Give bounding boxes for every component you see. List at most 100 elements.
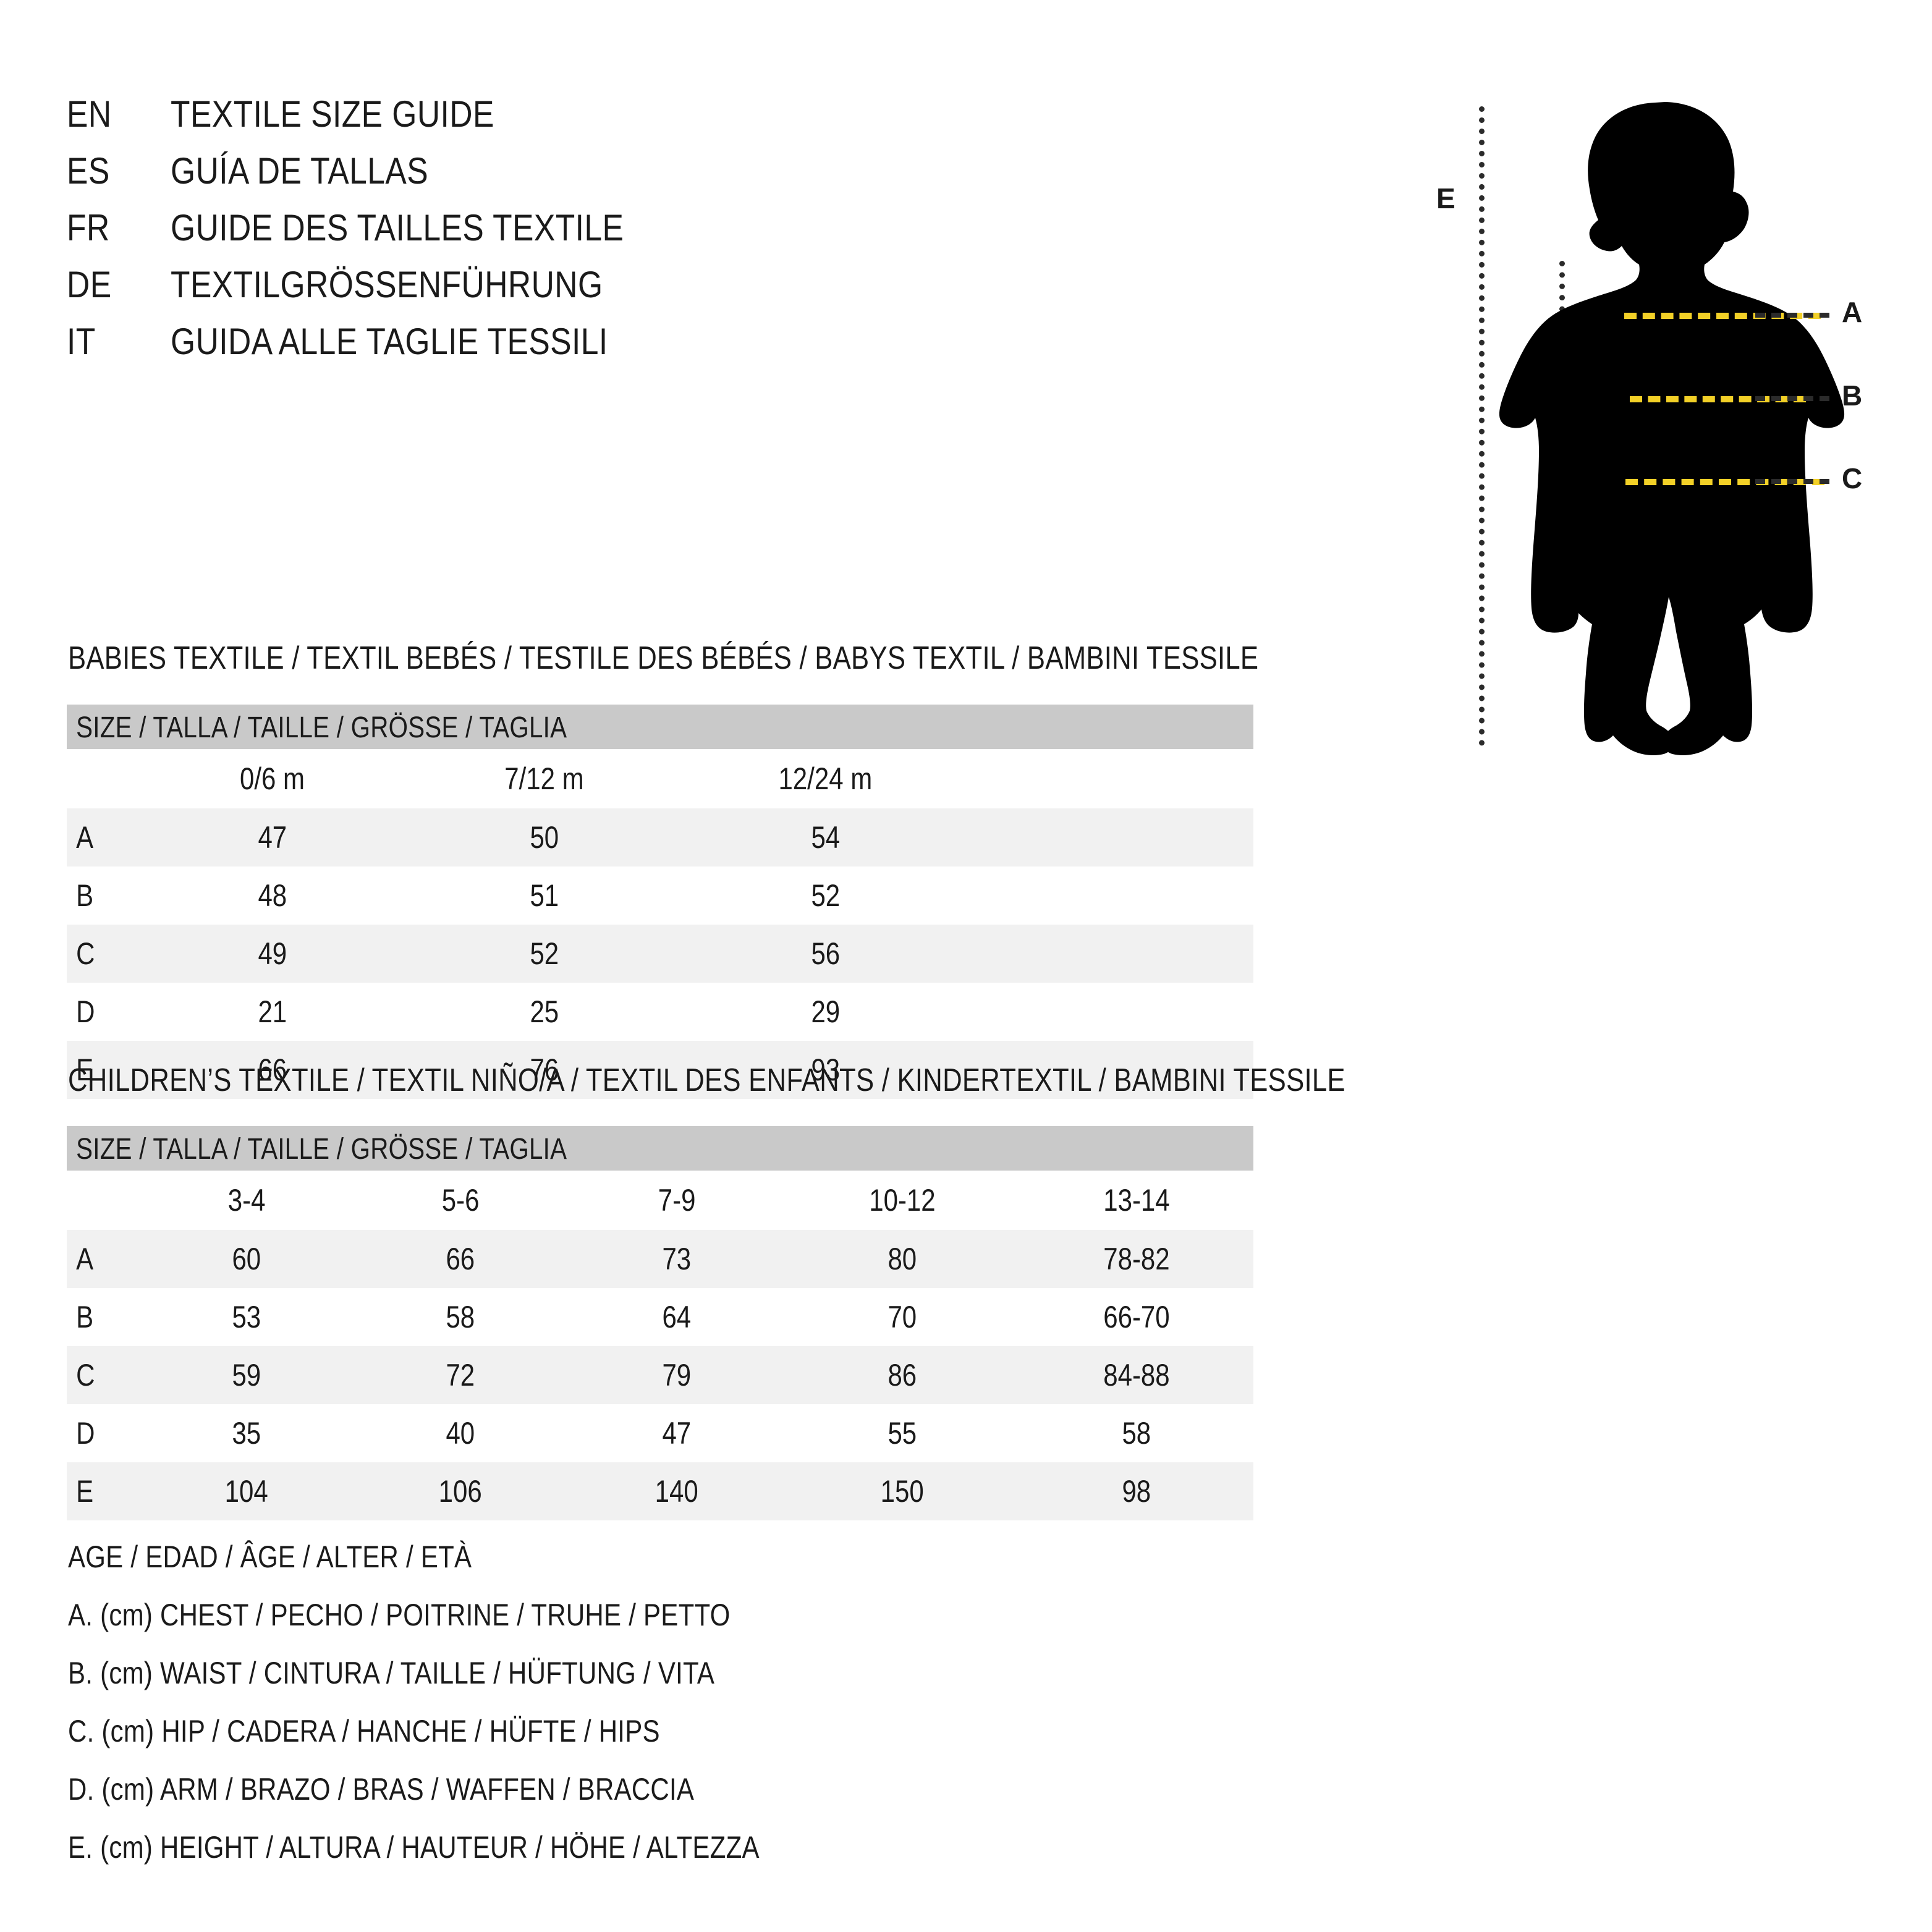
hip-measure-line-c <box>1625 479 1824 485</box>
cell-value: 79 <box>662 1358 692 1392</box>
table-row: D 21 25 29 <box>67 983 1253 1041</box>
cell-value: 64 <box>662 1300 692 1334</box>
language-code-de: DE <box>67 264 112 305</box>
cell-value: 40 <box>446 1416 475 1451</box>
leader-line-c <box>1755 479 1829 484</box>
cell-value: 84-88 <box>1103 1358 1170 1392</box>
language-title-it: GUIDA ALLE TAGLIE TESSILI <box>171 321 608 362</box>
language-row: ES GUÍA DE TALLAS <box>67 150 932 206</box>
language-row: IT GUIDA ALLE TAGLIE TESSILI <box>67 320 932 377</box>
row-label: E <box>76 1053 94 1087</box>
cell-value: 86 <box>888 1358 917 1392</box>
legend-item-c: C. (cm) HIP / CADERA / HANCHE / HÜFTE / … <box>68 1714 660 1748</box>
babies-band-label: SIZE / TALLA / TAILLE / GRÖSSE / TAGLIA <box>76 711 567 744</box>
cell-value: 93 <box>811 1053 840 1087</box>
cell-value: 56 <box>811 936 840 971</box>
child-silhouette-icon <box>1499 102 1845 755</box>
cell-value: 55 <box>888 1416 917 1451</box>
legend-item-d: D. (cm) ARM / BRAZO / BRAS / WAFFEN / BR… <box>68 1772 695 1807</box>
row-label: A <box>76 820 94 855</box>
babies-section-heading: BABIES TEXTILE / TEXTIL BEBÉS / TESTILE … <box>68 640 1259 676</box>
row-label: C <box>76 936 95 971</box>
language-row: DE TEXTILGRÖSSENFÜHRUNG <box>67 263 932 320</box>
cell-value: 80 <box>888 1242 917 1276</box>
babies-col-header: 12/24 m <box>685 749 966 808</box>
cell-value: 98 <box>1122 1474 1151 1509</box>
cell-value: 51 <box>530 878 559 913</box>
cell-value: 48 <box>258 878 287 913</box>
cell-value: 150 <box>880 1474 925 1509</box>
legend-title: AGE / EDAD / ÂGE / ALTER / ETÀ <box>68 1540 472 1574</box>
cell-value: 54 <box>811 820 840 855</box>
chest-measure-line-a <box>1624 313 1821 319</box>
children-col-header: 10-12 <box>785 1171 1020 1230</box>
cell-value: 140 <box>655 1474 699 1509</box>
leader-line-a <box>1755 313 1829 318</box>
cell-value: 49 <box>258 936 287 971</box>
cell-value: 35 <box>232 1416 261 1451</box>
height-guide-line-e <box>1479 106 1485 746</box>
language-title-fr: GUIDE DES TAILLES TEXTILE <box>171 207 624 248</box>
children-col-header: 5-6 <box>352 1171 569 1230</box>
cell-value: 76 <box>530 1053 559 1087</box>
cell-value: 21 <box>258 994 287 1029</box>
cell-value: 66 <box>446 1242 475 1276</box>
babies-col-header: 0/6 m <box>141 749 404 808</box>
table-band-row: SIZE / TALLA / TAILLE / GRÖSSE / TAGLIA <box>67 705 1254 749</box>
row-label: D <box>76 994 95 1029</box>
cell-value: 52 <box>530 936 559 971</box>
row-label: E <box>76 1474 94 1509</box>
children-col-header: 13-14 <box>1020 1171 1254 1230</box>
language-row: FR GUIDE DES TAILLES TEXTILE <box>67 206 932 263</box>
language-code-en: EN <box>67 93 112 135</box>
babies-col-header: 7/12 m <box>404 749 685 808</box>
cell-value: 59 <box>232 1358 261 1392</box>
cell-value: 52 <box>811 878 840 913</box>
language-row: EN TEXTILE SIZE GUIDE <box>67 93 932 150</box>
cell-value: 78-82 <box>1103 1242 1170 1276</box>
language-code-it: IT <box>67 321 96 362</box>
children-col-header: 7-9 <box>569 1171 785 1230</box>
dimension-label-e: E <box>1436 182 1455 214</box>
cell-value: 70 <box>888 1300 917 1334</box>
table-header-row: 3-4 5-6 7-9 10-12 13-14 <box>67 1171 1254 1230</box>
language-title-en: TEXTILE SIZE GUIDE <box>171 93 494 135</box>
table-row: A 60 66 73 80 78-82 <box>67 1230 1254 1288</box>
table-band-row: SIZE / TALLA / TAILLE / GRÖSSE / TAGLIA <box>67 1126 1254 1171</box>
row-label: A <box>76 1242 94 1276</box>
table-header-row: 0/6 m 7/12 m 12/24 m <box>67 749 1254 808</box>
table-row: E 66 76 93 <box>67 1041 1254 1099</box>
cell-value: 50 <box>530 820 559 855</box>
measurement-diagram: E D A B C <box>1409 74 1916 773</box>
cell-value: 66-70 <box>1103 1300 1170 1334</box>
cell-value: 25 <box>530 994 559 1029</box>
waist-measure-line-b <box>1630 396 1806 402</box>
table-row: B 48 51 52 <box>67 866 1253 925</box>
legend-item-a: A. (cm) CHEST / PECHO / POITRINE / TRUHE… <box>68 1598 731 1632</box>
children-col-header: 3-4 <box>141 1171 352 1230</box>
language-title-es: GUÍA DE TALLAS <box>171 150 429 192</box>
dimension-label-a: A <box>1842 296 1863 328</box>
children-size-table: SIZE / TALLA / TAILLE / GRÖSSE / TAGLIA … <box>67 1126 1254 1520</box>
language-title-de: TEXTILGRÖSSENFÜHRUNG <box>171 264 603 305</box>
language-code-es: ES <box>67 150 110 192</box>
cell-value: 72 <box>446 1358 475 1392</box>
language-title-block: EN TEXTILE SIZE GUIDE ES GUÍA DE TALLAS … <box>67 93 932 377</box>
table-row: D 35 40 47 55 58 <box>67 1404 1253 1462</box>
legend-item-b: B. (cm) WAIST / CINTURA / TAILLE / HÜFTU… <box>68 1656 715 1690</box>
leader-line-b <box>1755 396 1829 401</box>
cell-value: 73 <box>662 1242 692 1276</box>
dimension-label-c: C <box>1842 462 1863 494</box>
table-row: C 49 52 56 <box>67 925 1254 983</box>
table-row: B 53 58 64 70 66-70 <box>67 1288 1253 1346</box>
cell-value: 47 <box>258 820 287 855</box>
children-section-heading: CHILDREN’S TEXTILE / TEXTIL NIÑO/A / TEX… <box>68 1062 1345 1098</box>
table-row: C 59 72 79 86 84-88 <box>67 1346 1254 1404</box>
row-label: B <box>76 878 94 913</box>
dimension-label-b: B <box>1842 379 1863 412</box>
table-row: A 47 50 54 <box>67 808 1254 866</box>
children-band-label: SIZE / TALLA / TAILLE / GRÖSSE / TAGLIA <box>76 1133 567 1166</box>
language-code-fr: FR <box>67 207 110 248</box>
cell-value: 58 <box>446 1300 475 1334</box>
row-label: C <box>76 1358 95 1392</box>
